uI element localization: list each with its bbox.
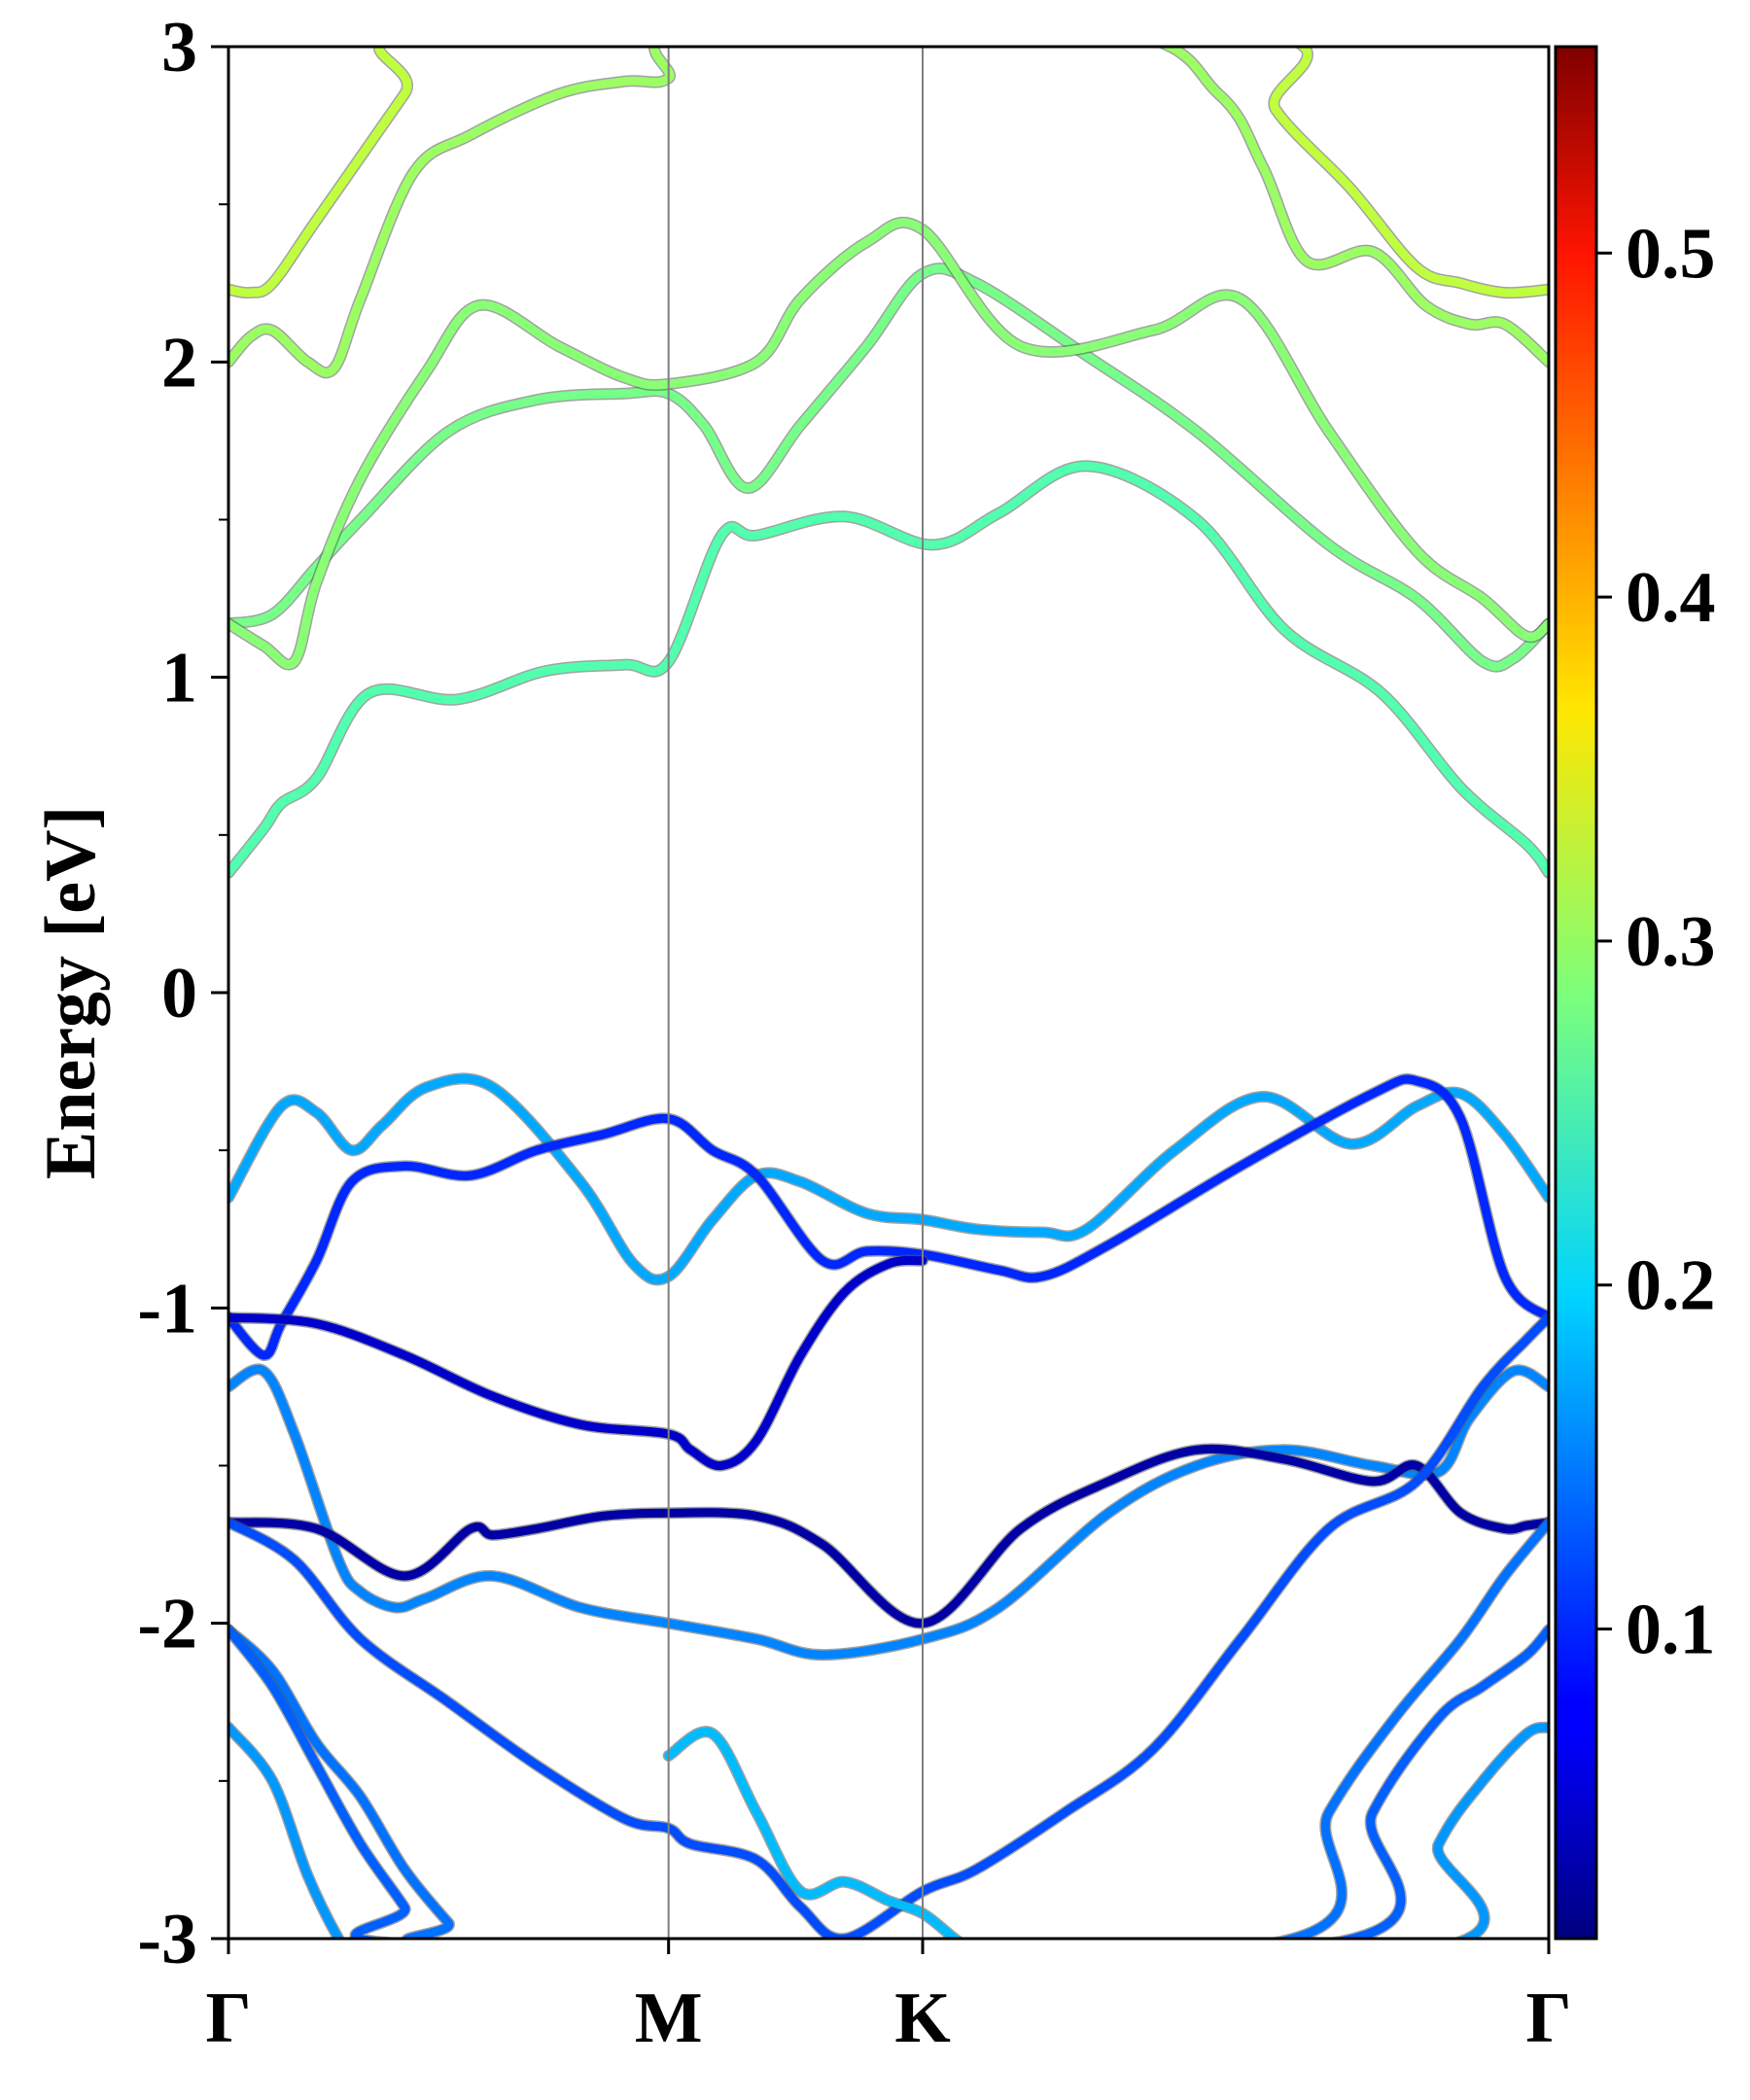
- band-vb9: [228, 1723, 1549, 1939]
- band-vb8: [228, 1625, 1549, 1939]
- colorbar-tick-label: 0.2: [1626, 1246, 1716, 1326]
- band-vb1: [228, 1073, 1549, 1284]
- band-cb5: [228, 47, 1549, 298]
- colorbar-tick-label: 0.4: [1626, 558, 1716, 638]
- y-tick-label: 0: [161, 954, 197, 1033]
- band-cb1: [228, 461, 1549, 878]
- band-cb3: [228, 218, 1549, 669]
- colorbar-tick-label: 0.3: [1626, 902, 1716, 982]
- x-tick-label: Γ: [205, 1978, 251, 2058]
- band-vb3: [228, 1255, 928, 1471]
- y-tick-label: -3: [137, 1900, 197, 1979]
- y-axis-label: Energy [eV]: [31, 806, 111, 1179]
- band-cb2: [228, 263, 1549, 672]
- band-vb2: [228, 1074, 1549, 1360]
- x-tick-label: K: [894, 1978, 951, 2058]
- high-symmetry-lines: [667, 47, 924, 1939]
- y-tick-label: -2: [137, 1585, 197, 1664]
- band-vb10: [664, 1727, 962, 1939]
- y-tick-label: 2: [161, 323, 197, 402]
- band-vb7: [228, 1518, 1549, 1939]
- band-outline-vb9: [228, 1721, 1549, 1939]
- colorbar: 0.1 0.2 0.3 0.4 0.5: [1554, 45, 1716, 1941]
- band-outline-vb3: [228, 1254, 928, 1472]
- y-tick-label: 1: [161, 639, 197, 718]
- y-tick-label: 3: [161, 8, 197, 88]
- band-lines: [228, 47, 1549, 1939]
- y-axis: -3 -2 -1 0 1 2 3: [137, 8, 228, 1979]
- band-cb4: [228, 47, 1549, 377]
- x-tick-label: Γ: [1525, 1978, 1571, 2058]
- band-vb4: [228, 1364, 1549, 1660]
- colorbar-tick-label: 0.1: [1626, 1591, 1716, 1670]
- y-tick-label: -1: [137, 1269, 197, 1348]
- x-tick-label: M: [635, 1978, 703, 2058]
- colorbar-scale: [1554, 45, 1598, 1941]
- band-vb6: [228, 1312, 1549, 1939]
- plot-frame: [227, 45, 1551, 1941]
- colorbar-tick-label: 0.5: [1626, 214, 1716, 294]
- band-outline-vb6: [228, 1312, 1549, 1939]
